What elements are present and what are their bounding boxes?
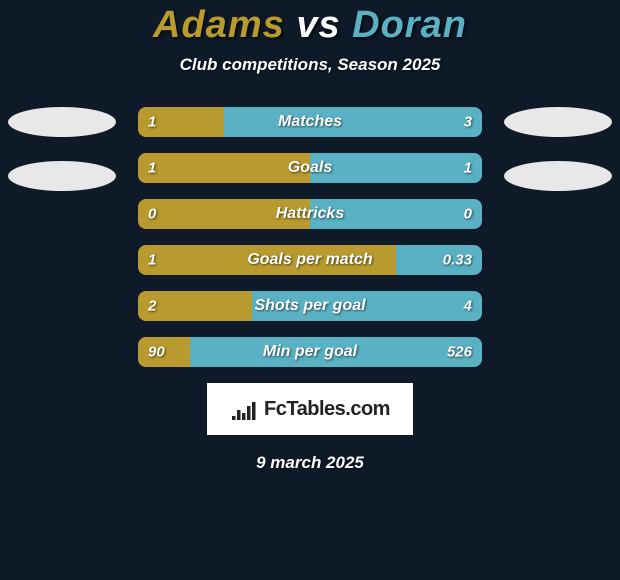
bar-fill-left bbox=[138, 107, 224, 137]
bar-fill-right bbox=[252, 291, 482, 321]
date-label: 9 march 2025 bbox=[256, 453, 364, 473]
right-ellipse-column bbox=[500, 107, 616, 191]
stat-bar: 00Hattricks bbox=[138, 199, 482, 229]
bar-chart-icon bbox=[230, 398, 258, 420]
player1-name: Adams bbox=[153, 4, 285, 46]
bar-fill-left bbox=[138, 199, 310, 229]
bar-fill-right bbox=[190, 337, 482, 367]
decorative-ellipse bbox=[8, 107, 116, 137]
brand-text: FcTables.com bbox=[264, 398, 390, 421]
vs-label: vs bbox=[296, 4, 340, 46]
bars-column: 13Matches 11Goals 00Hattricks 10.33Goals pe… bbox=[138, 107, 482, 367]
decorative-ellipse bbox=[8, 161, 116, 191]
subtitle: Club competitions, Season 2025 bbox=[180, 55, 441, 75]
bar-fill-right bbox=[396, 245, 482, 275]
bar-fill-left bbox=[138, 337, 190, 367]
page-title: Adams vs Doran bbox=[153, 4, 467, 47]
stat-bar: 24Shots per goal bbox=[138, 291, 482, 321]
decorative-ellipse bbox=[504, 161, 612, 191]
brand-box: FcTables.com bbox=[207, 383, 413, 435]
bar-fill-right bbox=[310, 199, 482, 229]
left-ellipse-column bbox=[4, 107, 120, 191]
player2-name: Doran bbox=[352, 4, 467, 46]
stat-bar: 11Goals bbox=[138, 153, 482, 183]
bar-fill-left bbox=[138, 245, 396, 275]
bar-fill-right bbox=[310, 153, 482, 183]
decorative-ellipse bbox=[504, 107, 612, 137]
bar-fill-left bbox=[138, 291, 252, 321]
bar-fill-left bbox=[138, 153, 310, 183]
stat-bar: 10.33Goals per match bbox=[138, 245, 482, 275]
stat-bar: 90526Min per goal bbox=[138, 337, 482, 367]
comparison-infographic: Adams vs Doran Club competitions, Season… bbox=[0, 0, 620, 473]
stat-bar: 13Matches bbox=[138, 107, 482, 137]
bar-fill-right bbox=[224, 107, 482, 137]
stats-area: 13Matches 11Goals 00Hattricks 10.33Goals pe… bbox=[0, 107, 620, 367]
